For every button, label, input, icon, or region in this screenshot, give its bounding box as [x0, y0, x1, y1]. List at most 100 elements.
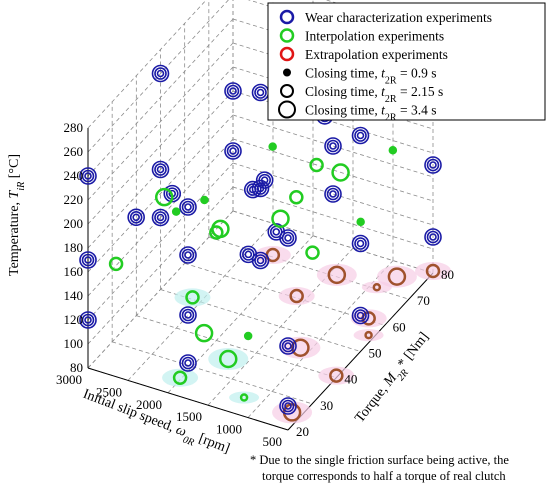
legend-entry: Closing time, t2R = 2.15 s — [280, 84, 443, 105]
wear-point — [324, 185, 342, 203]
interpolation-point — [200, 195, 209, 205]
legend-marker — [279, 9, 295, 25]
wear-point — [224, 142, 242, 160]
projection-shadow — [162, 368, 199, 387]
wear-point — [351, 234, 370, 253]
legend-label: Closing time, t2R = 2.15 s — [305, 84, 443, 105]
y-tick-label: 20 — [296, 424, 309, 439]
x-axis-line — [87, 367, 289, 431]
wear-point — [79, 311, 97, 329]
z-tick-label: 200 — [64, 216, 84, 231]
data-points — [79, 8, 443, 415]
wear-point — [239, 245, 258, 264]
interpolation-point — [289, 190, 304, 205]
tick-labels: 80 100 120 140 160 180 200 220 240 260 280 3000 2500… — [56, 120, 454, 449]
interpolation-point — [243, 331, 253, 341]
wear-point — [179, 306, 197, 324]
legend-entry: Extrapolation experiments — [279, 46, 448, 62]
projection-shadow — [278, 287, 315, 306]
projection-shadow — [415, 262, 451, 280]
z-axis-label: Temperature, TiR [°C] — [7, 154, 27, 276]
x-tick-label: 1500 — [176, 409, 202, 424]
projection-shadow — [229, 391, 260, 404]
projection-marker — [327, 265, 347, 285]
floor-grid-line — [167, 235, 314, 394]
wear-point — [151, 208, 170, 227]
z-tick-label: 220 — [64, 192, 84, 207]
wear-point — [324, 137, 342, 155]
projection-marker — [239, 393, 249, 402]
legend-marker — [280, 84, 294, 98]
wear-point — [179, 198, 197, 216]
x-tick-label: 2000 — [136, 397, 162, 412]
projection-marker — [185, 290, 200, 305]
back-wall-grid-line — [87, 0, 229, 153]
z-tick-label: 280 — [64, 120, 84, 135]
wear-point — [127, 208, 145, 227]
interpolation-point — [356, 217, 365, 227]
interpolation-point — [305, 245, 320, 260]
interpolation-point — [268, 142, 277, 151]
interpolation-point — [209, 225, 224, 240]
back-wall-grid-line — [87, 114, 234, 273]
z-tick-label: 140 — [64, 288, 84, 303]
legend-label: Extrapolation experiments — [305, 47, 448, 62]
wear-point — [151, 160, 170, 179]
projection-marker — [172, 370, 188, 385]
projection-shadow — [361, 281, 392, 294]
projection-marker — [425, 263, 441, 279]
projection-shadow — [353, 329, 384, 342]
y-tick-label: 80 — [441, 267, 454, 282]
projection-marker — [387, 267, 407, 286]
side-wall-grid-line — [232, 210, 434, 274]
projection-marker — [289, 288, 304, 304]
legend-entry: Closing time, t2R = 0.9 s — [283, 66, 436, 86]
wear-point — [251, 83, 270, 102]
interpolation-point — [388, 145, 398, 155]
y-tick-label: 70 — [417, 293, 430, 308]
interpolation-point — [108, 256, 124, 272]
wear-point — [224, 82, 242, 100]
footnote-line-1: * Due to the single friction surface bei… — [250, 453, 509, 467]
legend: Wear characterization experiments Interpo… — [267, 2, 546, 124]
footnote-line-2: torque corresponds to half a torque of r… — [262, 469, 506, 483]
wear-point — [255, 171, 274, 189]
interpolation-point — [271, 209, 290, 228]
y-tick-label: 30 — [320, 398, 333, 413]
z-tick-label: 100 — [64, 336, 84, 351]
wear-point — [279, 337, 297, 355]
x-tick-label: 3000 — [56, 372, 82, 387]
legend-label: Wear characterization experiments — [305, 10, 492, 25]
x-tick-label: 2500 — [96, 384, 122, 399]
projection-marker — [329, 368, 344, 383]
interpolation-point — [309, 157, 324, 173]
z-tick-label: 160 — [64, 264, 84, 279]
legend-entry: Closing time, t2R = 3.4 s — [278, 100, 436, 124]
y-axis-line — [287, 272, 434, 431]
interpolation-point — [331, 163, 350, 182]
y-tick-label: 50 — [369, 346, 382, 361]
legend-label: Closing time, t2R = 3.4 s — [305, 103, 436, 124]
wear-point — [79, 251, 97, 269]
wear-point — [424, 156, 442, 174]
z-tick-label: 120 — [64, 312, 84, 327]
x-tick-label: 1000 — [216, 422, 242, 437]
wear-point — [279, 397, 297, 415]
projection-marker — [372, 282, 382, 292]
wear-point — [351, 126, 370, 145]
legend-marker — [279, 46, 295, 62]
projection-shadow — [316, 263, 357, 286]
legend-marker — [278, 100, 296, 119]
legend-box — [267, 2, 546, 121]
interpolation-point — [194, 323, 214, 343]
legend-marker — [279, 28, 295, 43]
y-tick-label: 60 — [393, 319, 406, 334]
wear-point — [243, 180, 262, 199]
z-tick-label: 80 — [70, 360, 83, 375]
projection-shadow — [208, 347, 249, 370]
wear-point — [351, 306, 370, 325]
x-tick-label: 500 — [263, 434, 283, 449]
legend-marker — [283, 68, 291, 77]
y-tick-label: 40 — [344, 372, 357, 387]
